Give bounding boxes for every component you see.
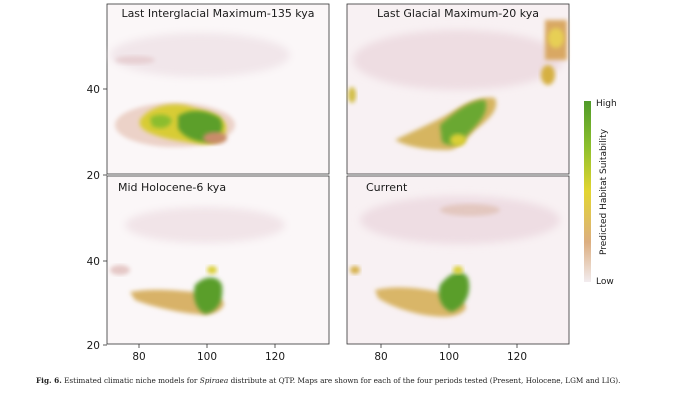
caption-text-before: Estimated climatic niche models for — [64, 376, 198, 385]
lgm-suitability-map — [348, 20, 567, 150]
y-axis: 40 20 40 20 — [87, 84, 107, 352]
x-tick-80-left: 80 — [132, 351, 145, 363]
legend-low-label: Low — [596, 277, 614, 287]
legend: High Low Predicted Habitat Suitability — [584, 99, 617, 287]
y-tick-20-top: 20 — [87, 170, 100, 182]
current-panel-title: Current — [366, 181, 408, 194]
x-tick-80-right: 80 — [374, 351, 387, 363]
lig-suitability-map — [110, 33, 290, 147]
caption-genus: Spiraea — [199, 376, 229, 385]
legend-title: Predicted Habitat Suitability — [599, 128, 609, 255]
x-tick-120-left: 120 — [265, 351, 285, 363]
lig-panel-title: Last Interglacial Maximum-135 kya — [121, 7, 314, 20]
x-tick-120-right: 120 — [507, 351, 527, 363]
panel-lig: Last Interglacial Maximum-135 kya — [106, 3, 330, 175]
y-tick-40-bottom: 40 — [87, 256, 100, 268]
x-tick-100-right: 100 — [439, 351, 459, 363]
legend-color-bar — [584, 101, 591, 282]
panel-holocene: Mid Holocene-6 kya — [106, 175, 330, 345]
holocene-suitability-map — [110, 207, 285, 315]
holocene-panel-title: Mid Holocene-6 kya — [118, 181, 226, 194]
caption-text-after: distribute at QTP. Maps are shown for ea… — [230, 376, 621, 385]
panel-current: Current — [346, 175, 570, 345]
caption-label: Fig. 6. — [36, 376, 62, 385]
x-axis: 80 100 120 80 100 120 — [132, 344, 527, 363]
figure-caption: Fig. 6. Estimated climatic niche models … — [36, 376, 686, 385]
panel-lgm: Last Glacial Maximum-20 kya — [346, 3, 570, 175]
y-tick-20-bottom: 20 — [87, 340, 100, 352]
y-tick-40-top: 40 — [87, 84, 100, 96]
legend-high-label: High — [596, 99, 617, 109]
current-suitability-map — [350, 196, 560, 317]
lgm-panel-title: Last Glacial Maximum-20 kya — [377, 7, 539, 20]
x-tick-100-left: 100 — [197, 351, 217, 363]
